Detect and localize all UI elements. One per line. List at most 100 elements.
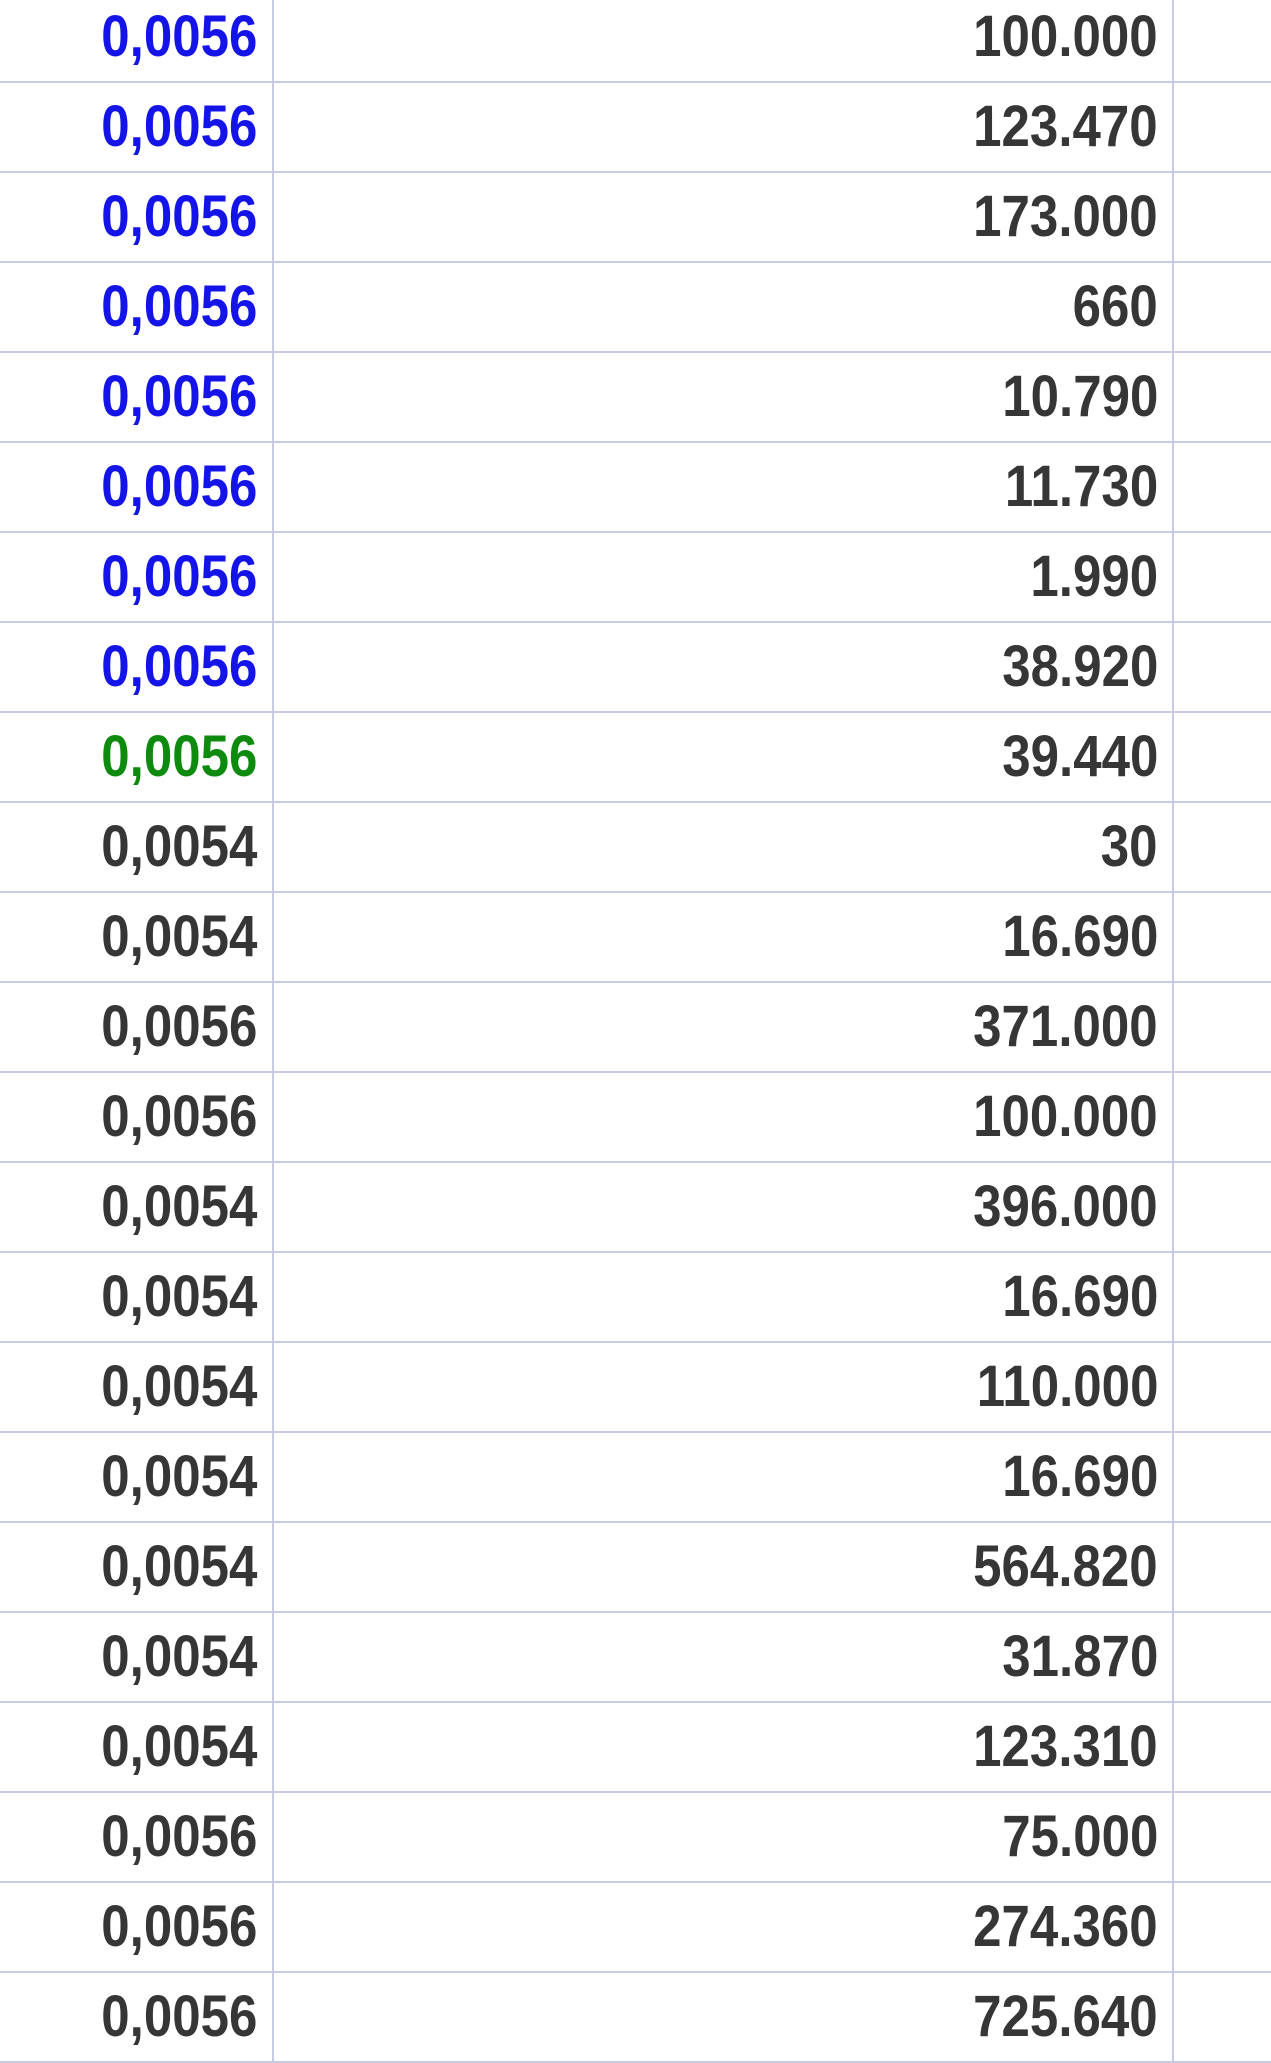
- empty-cell: [1174, 1163, 1271, 1251]
- table-row: 0,0056 660: [0, 263, 1271, 353]
- volume-cell: 110.000: [274, 1343, 1174, 1431]
- empty-cell: [1174, 353, 1271, 441]
- table-row: 0,0054 110.000: [0, 1343, 1271, 1433]
- price-cell: 0,0056: [0, 533, 274, 621]
- volume-value: 16.690: [1001, 1264, 1158, 1329]
- price-cell: 0,0056: [0, 173, 274, 261]
- table-row: 0,0056 10.790: [0, 353, 1271, 443]
- volume-cell: 173.000: [274, 173, 1174, 261]
- price-value: 0,0056: [100, 364, 257, 429]
- volume-cell: 123.470: [274, 83, 1174, 171]
- price-cell: 0,0056: [0, 443, 274, 531]
- volume-cell: 371.000: [274, 983, 1174, 1071]
- table-row: 0,0056 173.000: [0, 173, 1271, 263]
- volume-value: 123.310: [973, 1714, 1158, 1779]
- volume-value: 16.690: [1001, 1444, 1158, 1509]
- table-row: 0,0056 123.470: [0, 83, 1271, 173]
- empty-cell: [1174, 533, 1271, 621]
- volume-cell: 75.000: [274, 1793, 1174, 1881]
- volume-value: 371.000: [973, 994, 1158, 1059]
- price-value: 0,0054: [100, 1354, 257, 1419]
- price-cell: 0,0056: [0, 263, 274, 351]
- table-row: 0,0056 75.000: [0, 1793, 1271, 1883]
- volume-cell: 10.790: [274, 353, 1174, 441]
- price-cell: 0,0054: [0, 1433, 274, 1521]
- price-value: 0,0056: [100, 274, 257, 339]
- volume-value: 660: [1072, 274, 1158, 339]
- table-row: 0,0056 274.360: [0, 1883, 1271, 1973]
- empty-cell: [1174, 0, 1271, 81]
- price-cell: 0,0054: [0, 1613, 274, 1701]
- volume-cell: 30: [274, 803, 1174, 891]
- empty-cell: [1174, 713, 1271, 801]
- empty-cell: [1174, 1973, 1271, 2061]
- volume-cell: 100.000: [274, 0, 1174, 81]
- price-value: 0,0054: [100, 1174, 257, 1239]
- price-value: 0,0054: [100, 1624, 257, 1689]
- volume-value: 173.000: [973, 184, 1158, 249]
- empty-cell: [1174, 803, 1271, 891]
- empty-cell: [1174, 893, 1271, 981]
- price-value: 0,0056: [100, 724, 257, 789]
- price-value: 0,0056: [100, 1894, 257, 1959]
- empty-cell: [1174, 1073, 1271, 1161]
- table-row: 0,0054 30: [0, 803, 1271, 893]
- price-value: 0,0056: [100, 94, 257, 159]
- price-value: 0,0054: [100, 1714, 257, 1779]
- price-cell: 0,0056: [0, 83, 274, 171]
- table-row: 0,0054 396.000: [0, 1163, 1271, 1253]
- price-cell: 0,0056: [0, 713, 274, 801]
- table-row: 0,0054 16.690: [0, 893, 1271, 983]
- volume-value: 39.440: [1001, 724, 1158, 789]
- price-cell: 0,0054: [0, 1523, 274, 1611]
- table-row: 0,0054 123.310: [0, 1703, 1271, 1793]
- empty-cell: [1174, 1433, 1271, 1521]
- price-cell: 0,0054: [0, 803, 274, 891]
- empty-cell: [1174, 173, 1271, 261]
- table-row: 0,0056 100.000: [0, 0, 1271, 83]
- volume-value: 274.360: [973, 1894, 1158, 1959]
- empty-cell: [1174, 1793, 1271, 1881]
- price-value: 0,0054: [100, 904, 257, 969]
- empty-cell: [1174, 1613, 1271, 1701]
- table-row: 0,0056 100.000: [0, 1073, 1271, 1163]
- price-cell: 0,0054: [0, 1163, 274, 1251]
- price-value: 0,0054: [100, 1264, 257, 1329]
- volume-cell: 16.690: [274, 893, 1174, 981]
- price-cell: 0,0054: [0, 1343, 274, 1431]
- volume-value: 100.000: [973, 1084, 1158, 1149]
- price-value: 0,0056: [100, 184, 257, 249]
- price-cell: 0,0056: [0, 1883, 274, 1971]
- price-value: 0,0056: [100, 1084, 257, 1149]
- table-row: 0,0054 16.690: [0, 1253, 1271, 1343]
- empty-cell: [1174, 443, 1271, 531]
- price-value: 0,0056: [100, 994, 257, 1059]
- volume-cell: 396.000: [274, 1163, 1174, 1251]
- price-cell: 0,0056: [0, 353, 274, 441]
- price-value: 0,0054: [100, 1534, 257, 1599]
- volume-cell: 38.920: [274, 623, 1174, 711]
- volume-cell: 1.990: [274, 533, 1174, 621]
- price-cell: 0,0056: [0, 623, 274, 711]
- volume-value: 75.000: [1001, 1804, 1158, 1869]
- price-value: 0,0054: [100, 1444, 257, 1509]
- price-cell: 0,0056: [0, 983, 274, 1071]
- volume-value: 10.790: [1001, 364, 1158, 429]
- empty-cell: [1174, 263, 1271, 351]
- volume-cell: 100.000: [274, 1073, 1174, 1161]
- volume-cell: 564.820: [274, 1523, 1174, 1611]
- volume-value: 725.640: [973, 1984, 1158, 2049]
- price-value: 0,0056: [100, 1984, 257, 2049]
- volume-value: 396.000: [973, 1174, 1158, 1239]
- table-row: 0,0056 1.990: [0, 533, 1271, 623]
- volume-cell: 274.360: [274, 1883, 1174, 1971]
- table-row: 0,0056 39.440: [0, 713, 1271, 803]
- table-row: 0,0054 564.820: [0, 1523, 1271, 1613]
- table-row: 0,0056 725.640: [0, 1973, 1271, 2063]
- volume-value: 11.730: [1004, 454, 1158, 519]
- price-value: 0,0056: [100, 454, 257, 519]
- empty-cell: [1174, 1523, 1271, 1611]
- price-value: 0,0054: [100, 814, 257, 879]
